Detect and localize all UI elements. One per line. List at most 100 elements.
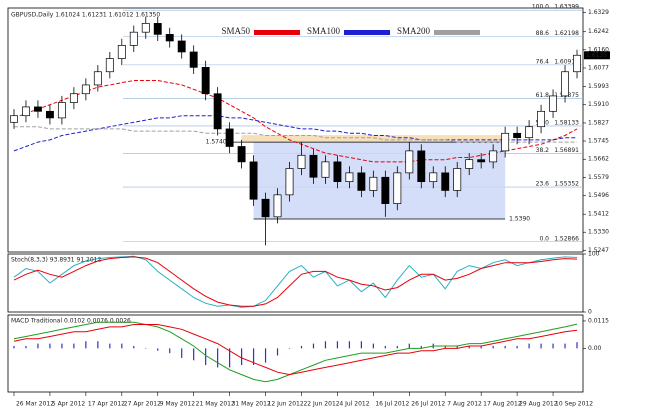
fib-price: 1.63399 bbox=[554, 4, 579, 11]
x-tick-label: 17 Aug 2012 bbox=[483, 401, 522, 408]
y-tick-label: 1.6160 bbox=[588, 46, 609, 53]
y-tick-label: 1.5496 bbox=[588, 192, 609, 199]
fib-ratio: 100.0 bbox=[532, 4, 549, 11]
fib-price: 1.56891 bbox=[554, 147, 579, 154]
histogram-bar bbox=[516, 345, 518, 349]
histogram-bar bbox=[420, 345, 422, 349]
histogram-bar bbox=[444, 345, 446, 349]
histogram-bar bbox=[576, 342, 578, 349]
x-tick-label: 16 Jul 2012 bbox=[375, 401, 409, 408]
y-tick-label: 100 bbox=[588, 251, 600, 258]
candle-body bbox=[429, 172, 438, 183]
histogram-bar bbox=[348, 341, 351, 349]
histogram-bar bbox=[276, 348, 279, 356]
histogram-bar bbox=[372, 343, 374, 349]
fib-price: 1.52866 bbox=[554, 235, 579, 242]
panel-title: Stoch(8,3,3) 93.8931 91.2012 bbox=[11, 257, 102, 264]
legend-swatch bbox=[344, 30, 390, 35]
x-tick-label: 29 Aug 2012 bbox=[519, 401, 558, 408]
legend-swatch bbox=[254, 30, 300, 35]
candle-body bbox=[465, 159, 474, 169]
series-line bbox=[14, 126, 577, 143]
candle-body bbox=[105, 58, 114, 73]
candle-body bbox=[477, 159, 486, 163]
legend-swatch bbox=[434, 30, 480, 35]
series-line bbox=[13, 80, 578, 163]
y-tick-label: 0.00 bbox=[588, 345, 602, 352]
histogram-bar bbox=[13, 345, 15, 349]
candle-body bbox=[513, 132, 522, 139]
candle-body bbox=[525, 126, 534, 139]
x-tick-label: 31 May 2012 bbox=[232, 401, 271, 408]
candle-body bbox=[561, 71, 569, 97]
histogram-bar bbox=[73, 343, 75, 349]
candle-body bbox=[81, 84, 90, 95]
x-tick-label: 21 May 2012 bbox=[196, 401, 235, 408]
histogram-bar bbox=[252, 348, 255, 366]
y-tick-label: 1.5910 bbox=[588, 101, 609, 108]
histogram-bar bbox=[205, 348, 207, 366]
histogram-bar bbox=[360, 341, 362, 349]
candle-body bbox=[537, 110, 546, 128]
y-tick-label: 1.6242 bbox=[588, 28, 609, 35]
histogram-bar bbox=[468, 345, 470, 349]
y-tick-label: 1.5247 bbox=[588, 247, 609, 254]
histogram-bar bbox=[336, 341, 339, 349]
candle-body bbox=[34, 106, 42, 112]
chart-title: GBPUSD,Daily 1.61024 1.61231 1.61012 1.6… bbox=[11, 12, 160, 19]
candle-body bbox=[501, 132, 510, 152]
candle-body bbox=[57, 102, 66, 119]
resistance-band bbox=[241, 135, 506, 143]
x-tick-label: 7 Aug 2012 bbox=[447, 401, 482, 408]
histogram-bar bbox=[384, 345, 386, 349]
histogram-bar bbox=[109, 343, 111, 349]
fib-price: 1.55352 bbox=[554, 181, 579, 188]
y-tick-label: 1.5993 bbox=[588, 83, 609, 90]
fib-price: 1.62198 bbox=[554, 30, 579, 37]
x-tick-label: 10 Sep 2012 bbox=[555, 401, 593, 408]
price-panel bbox=[7, 7, 584, 253]
stoch-panel bbox=[7, 253, 584, 313]
histogram-bar bbox=[85, 341, 87, 349]
annotation-label: 1.5390 bbox=[509, 216, 530, 223]
candle-body bbox=[297, 154, 306, 169]
histogram-bar bbox=[121, 343, 123, 349]
histogram-bar bbox=[540, 343, 542, 349]
candle-body bbox=[69, 93, 78, 103]
histogram-bar bbox=[49, 343, 51, 349]
legend-label: SMA50 bbox=[221, 26, 250, 36]
histogram-bar bbox=[480, 345, 482, 349]
histogram-bar bbox=[528, 343, 530, 349]
candle-body bbox=[117, 45, 126, 59]
candle-body bbox=[261, 198, 270, 218]
legend-label: SMA200 bbox=[397, 26, 431, 36]
histogram-bar bbox=[396, 345, 398, 349]
x-tick-label: 4 Jul 2012 bbox=[339, 401, 369, 408]
y-tick-label: 1.5412 bbox=[588, 211, 609, 218]
histogram-bar bbox=[229, 348, 231, 368]
x-tick-label: 9 May 2012 bbox=[160, 401, 195, 408]
candle-body bbox=[381, 176, 390, 204]
candle-body bbox=[45, 110, 54, 119]
histogram-bar bbox=[264, 348, 267, 363]
histogram-bar bbox=[492, 345, 494, 349]
candle-body bbox=[489, 150, 498, 163]
fib-ratio: 38.2 bbox=[536, 147, 550, 154]
histogram-bar bbox=[25, 345, 27, 349]
histogram-bar bbox=[564, 343, 566, 349]
series-line bbox=[13, 324, 578, 376]
histogram-bar bbox=[61, 343, 63, 349]
plot-layer: 1.6329 1.6242 1.6160 1.6077 1.5993 1.5910 1.58… bbox=[10, 4, 610, 408]
fib-ratio: 61.8 bbox=[536, 92, 550, 99]
x-tick-label: 26 Mar 2012 bbox=[16, 401, 54, 408]
y-tick-label: 1.5579 bbox=[588, 174, 609, 181]
candle-body bbox=[129, 31, 138, 46]
histogram-bar bbox=[324, 341, 327, 349]
histogram-bar bbox=[300, 345, 303, 349]
histogram-bar bbox=[456, 345, 458, 349]
fib-price: 1.60913 bbox=[554, 58, 579, 65]
candle-body bbox=[201, 67, 210, 95]
candle-body bbox=[321, 161, 330, 178]
histogram-bar bbox=[37, 343, 39, 349]
candle-body bbox=[189, 51, 198, 68]
